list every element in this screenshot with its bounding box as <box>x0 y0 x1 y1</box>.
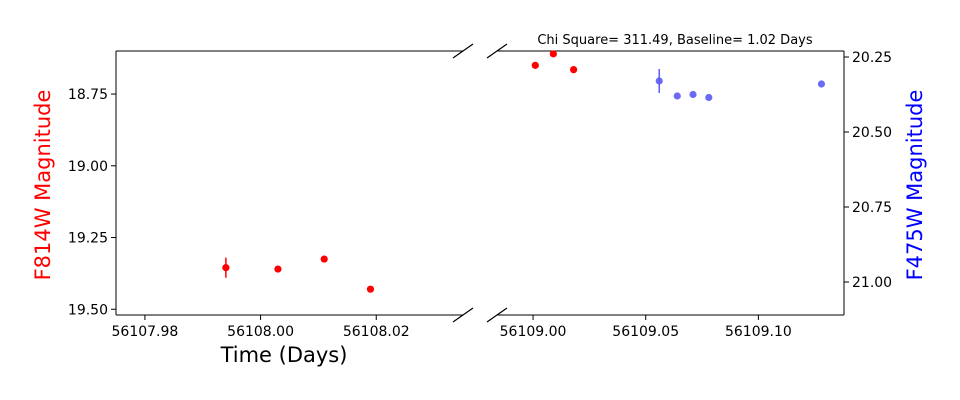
f814w-point <box>320 255 328 263</box>
f475w-point <box>655 77 663 85</box>
chart-title: Chi Square= 311.49, Baseline= 1.02 Days <box>537 33 812 48</box>
y-tick-label-right: 20.25 <box>852 50 892 66</box>
y-tick-label-right: 20.75 <box>852 200 892 216</box>
y-tick-label-left: 19.50 <box>68 302 108 318</box>
x-axis-label: Time (Days) <box>220 343 348 367</box>
f814w-point <box>366 285 375 293</box>
y-axis-label-right: F475W Magnitude <box>903 90 927 281</box>
f475w-point <box>817 80 826 88</box>
f814w-point <box>570 66 578 74</box>
y-tick-label-left: 18.75 <box>68 87 108 103</box>
f475w-point <box>705 93 713 102</box>
f814w-point <box>274 265 282 273</box>
f814w-point <box>531 61 539 69</box>
f814w-point <box>549 50 557 58</box>
x-tick-label-left: 56107.98 <box>112 324 179 340</box>
data-points <box>222 50 826 293</box>
f814w-point <box>222 264 230 272</box>
f475w-point <box>673 92 681 100</box>
break-mark <box>486 307 508 323</box>
x-tick-label-left: 56108.02 <box>343 324 410 340</box>
y-tick-label-right: 20.50 <box>852 125 892 141</box>
axis-break-marks <box>452 43 508 323</box>
x-tick-label-left: 56108.00 <box>227 324 294 340</box>
y-axis-label-left: F814W Magnitude <box>31 90 55 281</box>
x-tick-label-right: 56109.05 <box>612 324 679 340</box>
break-mark <box>452 307 474 323</box>
break-mark <box>486 43 508 59</box>
y-tick-label-left: 19.25 <box>68 231 108 247</box>
x-tick-label-right: 56109.10 <box>725 324 792 340</box>
y-tick-label-left: 19.00 <box>68 159 108 175</box>
break-mark <box>452 43 474 59</box>
x-tick-label-right: 56109.00 <box>500 324 567 340</box>
f475w-point <box>689 90 697 99</box>
left-panel: 56107.98 56108.00 56108.02 18.75 19.00 19.25 1… <box>68 50 463 340</box>
y-tick-label-right: 21.00 <box>852 275 892 291</box>
